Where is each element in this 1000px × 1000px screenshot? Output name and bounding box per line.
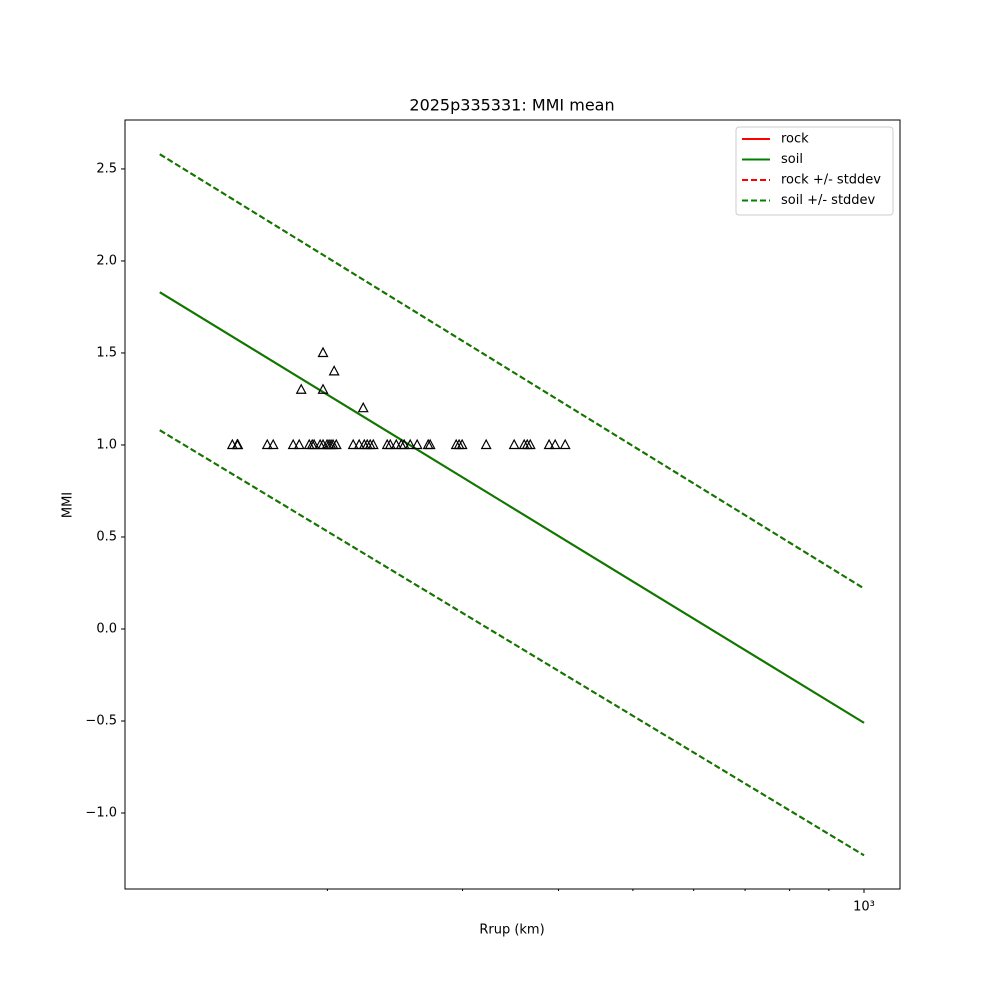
data-point xyxy=(295,383,307,394)
legend-box xyxy=(735,126,894,216)
data-point xyxy=(357,401,369,413)
x-tick-label: 10³ xyxy=(853,900,875,915)
legend-label: rock +/- stddev xyxy=(781,173,881,188)
data-point xyxy=(524,438,536,450)
x-axis-label: Rrup (km) xyxy=(479,923,544,938)
legend-label: soil xyxy=(781,152,803,167)
data-point xyxy=(398,438,410,450)
y-tick-label: 2.5 xyxy=(96,161,117,176)
data-point xyxy=(347,438,359,450)
data-point xyxy=(367,438,379,450)
y-tick-label: −0.5 xyxy=(85,713,117,728)
y-tick-label: 1.5 xyxy=(96,345,117,360)
data-point xyxy=(559,438,571,450)
chart-title: 2025p335331: MMI mean xyxy=(409,96,614,115)
data-point xyxy=(456,438,468,450)
data-point xyxy=(293,438,305,450)
data-point xyxy=(287,438,299,450)
data-point xyxy=(384,438,396,450)
y-tick-label: 0.5 xyxy=(96,529,117,544)
y-tick-label: 2.0 xyxy=(96,253,117,268)
legend-label: soil +/- stddev xyxy=(781,193,876,208)
data-point xyxy=(308,438,320,450)
series-line xyxy=(159,429,865,857)
data-point xyxy=(543,438,555,450)
data-point xyxy=(424,438,436,450)
data-point xyxy=(549,438,561,450)
y-tick-label: 0.0 xyxy=(96,621,117,636)
data-point xyxy=(261,438,273,450)
data-point xyxy=(328,365,340,376)
series-line xyxy=(159,291,865,724)
y-axis-label: MMI xyxy=(61,492,76,518)
plot-frame xyxy=(124,119,901,890)
data-point xyxy=(480,438,492,450)
data-point xyxy=(317,383,329,394)
y-tick-label: −1.0 xyxy=(85,806,117,821)
data-point xyxy=(508,438,520,450)
y-tick-label: 1.0 xyxy=(96,437,117,452)
data-point xyxy=(267,438,279,450)
series-line xyxy=(159,153,865,590)
data-point xyxy=(404,438,416,450)
legend-label: rock xyxy=(781,132,809,147)
data-point xyxy=(330,438,342,450)
data-point xyxy=(317,346,329,358)
data-point xyxy=(411,438,423,450)
data-point xyxy=(232,438,244,450)
